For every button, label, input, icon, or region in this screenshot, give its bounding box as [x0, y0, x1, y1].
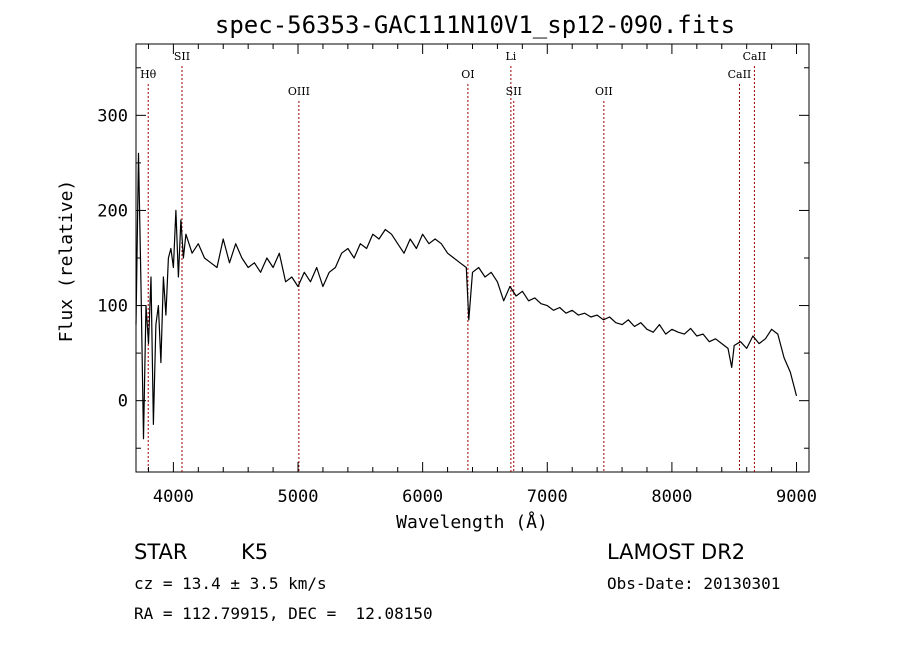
line-label-4: Li — [505, 50, 516, 63]
class-label: STAR — [134, 540, 188, 564]
chart-title: spec-56353-GAC111N10V1_sp12-090.fits — [215, 11, 735, 39]
line-label-3: OI — [461, 68, 474, 81]
plot-frame — [135, 43, 810, 473]
y-tick-label-0: 0 — [118, 392, 128, 412]
line-label-1: SII — [174, 50, 190, 63]
x-tick-label-3: 7000 — [527, 487, 568, 507]
x-tick-label-0: 4000 — [153, 487, 194, 507]
line-label-8: CaII — [743, 50, 767, 63]
emission-line-markers: Hθ SII OIII OI Li SII OII CaII CaII — [140, 50, 766, 472]
y-axis-label: Flux (relative) — [56, 180, 77, 343]
y-tick-label-2: 200 — [97, 201, 128, 221]
x-axis-label: Wavelength (Å) — [396, 511, 548, 533]
y-axis: 0 100 200 300 — [97, 67, 809, 449]
line-label-6: OII — [595, 85, 613, 98]
line-label-2: OIII — [288, 85, 310, 98]
x-tick-label-1: 5000 — [278, 487, 319, 507]
x-axis: 4000 5000 6000 7000 8000 9000 — [147, 44, 817, 507]
x-tick-label-5: 9000 — [776, 487, 817, 507]
y-tick-label-1: 100 — [97, 297, 128, 317]
line-label-5: SII — [506, 85, 522, 98]
x-tick-label-4: 8000 — [651, 487, 692, 507]
obs-date-readout: Obs-Date: 20130301 — [607, 574, 781, 593]
line-label-7: CaII — [728, 68, 752, 81]
line-label-0: Hθ — [140, 68, 157, 81]
y-tick-label-3: 300 — [97, 106, 128, 126]
subclass-label: K5 — [241, 540, 269, 564]
coordinates-readout: RA = 112.79915, DEC = 12.08150 — [134, 604, 433, 623]
redshift-readout: cz = 13.4 ± 3.5 km/s — [134, 574, 327, 593]
x-tick-label-2: 6000 — [402, 487, 443, 507]
spectrum-series-line — [135, 152, 798, 440]
survey-label: LAMOST DR2 — [607, 540, 746, 564]
